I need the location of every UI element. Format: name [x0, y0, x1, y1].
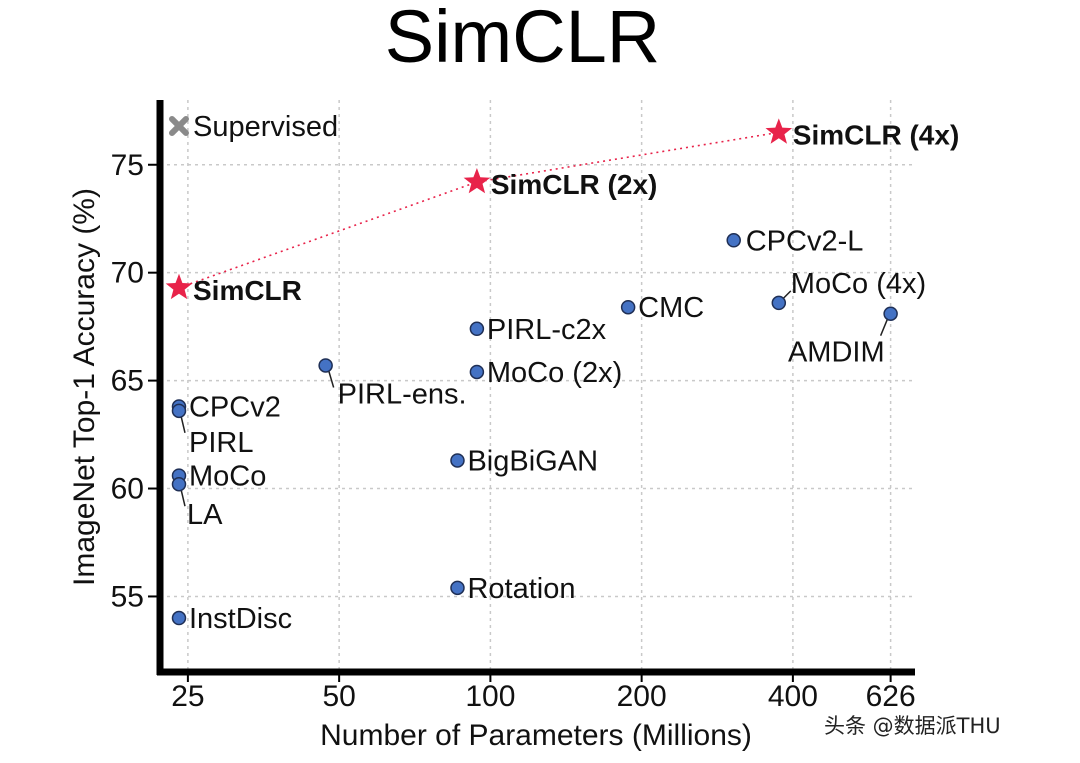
axes	[156, 100, 915, 676]
watermark: 头条 @数据派THU	[824, 714, 1001, 738]
x-tick-label-50: 50	[322, 680, 355, 713]
y-tick-label-75: 75	[111, 149, 144, 182]
supervised-x-marker	[168, 116, 189, 136]
y-axis-label: ImageNet Top-1 Accuracy (%)	[68, 188, 101, 586]
x-tick-label-200: 200	[617, 680, 667, 713]
star-marker-simclr	[165, 273, 193, 300]
dot-marker-pirl-ens	[318, 358, 333, 373]
point-label-moco-4x: MoCo (4x)	[791, 268, 926, 300]
x-tick-label-626: 626	[866, 680, 916, 713]
dot-marker-amdim	[883, 306, 898, 321]
dot-marker-moco-4x	[771, 295, 787, 311]
y-tick-label-65: 65	[111, 365, 144, 398]
y-tick-label-60: 60	[111, 473, 144, 506]
point-label-cmc: CMC	[638, 292, 704, 324]
point-label-moco: MoCo	[189, 461, 266, 493]
point-label-moco-2x: MoCo (2x)	[487, 357, 622, 389]
dot-marker-la	[171, 476, 187, 492]
legend-label-supervised: Supervised	[193, 111, 338, 143]
point-label-simclr-4x: SimCLR (4x)	[793, 119, 959, 150]
x-tick-label-400: 400	[768, 680, 818, 713]
x-axis-label: Number of Parameters (Millions)	[320, 719, 752, 752]
point-label-instdisc: InstDisc	[189, 603, 292, 635]
star-marker-simclr-2x	[463, 168, 491, 194]
dot-marker-cmc	[620, 299, 636, 315]
dot-marker-bigbigan	[450, 453, 465, 468]
point-label-rotation: Rotation	[467, 573, 575, 605]
simclr-dotted-line	[178, 131, 779, 289]
y-tick-label-70: 70	[111, 257, 144, 290]
point-label-cpcv2-l: CPCv2-L	[746, 225, 864, 257]
dot-marker-moco-2x	[469, 364, 485, 380]
dot-marker-cpcv2-l	[726, 233, 741, 248]
dot-marker-rotation	[450, 580, 465, 596]
dot-marker-pirl-c2x	[469, 321, 485, 337]
chart-title: SimCLR	[384, 0, 661, 78]
point-label-simclr: SimCLR	[193, 275, 302, 306]
data-points: SimCLR SimCLR (2x) SimCLR (4x) CPCv2-L MoCo …	[165, 118, 959, 635]
leader-line-amdim	[879, 318, 889, 336]
tick-labels: 25 50 100 200 400 626 55 60 65 70 75	[111, 149, 916, 713]
leader-line-pirl-ens	[327, 370, 335, 388]
point-label-pirl-c2x: PIRL-c2x	[487, 314, 607, 346]
dot-marker-pirl	[171, 403, 187, 419]
point-label-cpcv2: CPCv2	[189, 392, 281, 424]
leader-line-moco-4x	[782, 290, 792, 300]
dot-marker-instdisc	[171, 610, 187, 626]
point-label-amdim: AMDIM	[788, 337, 885, 369]
x-tick-label-25: 25	[171, 680, 204, 713]
point-label-simclr-2x: SimCLR (2x)	[491, 169, 657, 200]
grid-lines	[160, 100, 915, 672]
star-marker-simclr-4x	[765, 118, 793, 144]
leader-line-la	[180, 489, 186, 507]
point-label-pirl-ens: PIRL-ens.	[338, 378, 467, 410]
y-tick-label-55: 55	[111, 580, 144, 613]
legend: Supervised	[168, 111, 338, 143]
simclr-trend-line	[178, 131, 779, 289]
point-label-bigbigan: BigBiGAN	[467, 445, 598, 477]
point-label-pirl: PIRL	[189, 427, 253, 459]
x-tick-label-100: 100	[465, 680, 515, 713]
leader-line-pirl	[180, 415, 186, 433]
point-label-la: LA	[187, 499, 223, 531]
